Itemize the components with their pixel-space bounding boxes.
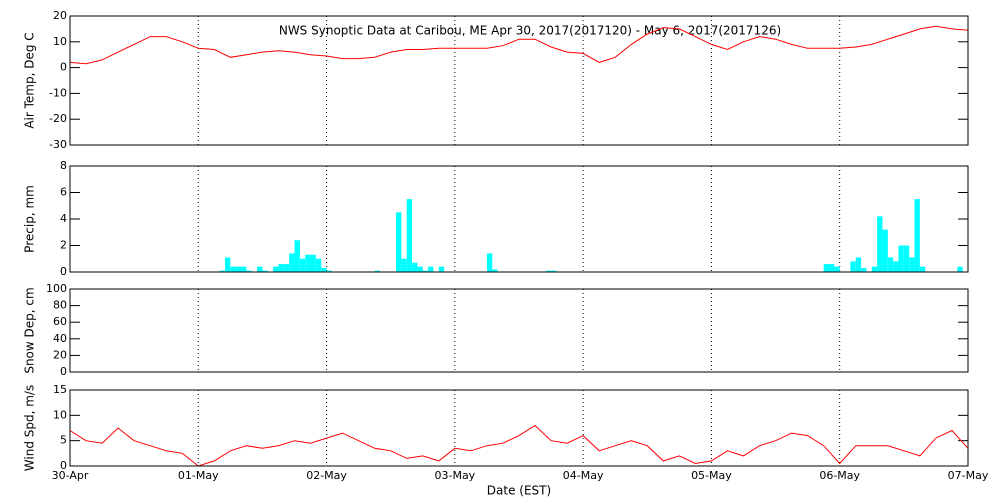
y-tick-label: 40 xyxy=(53,332,67,345)
bar xyxy=(850,261,856,272)
bar xyxy=(257,266,263,272)
y-tick-label: 0 xyxy=(60,365,67,378)
bar xyxy=(401,258,407,272)
bar xyxy=(219,270,226,272)
bar xyxy=(422,270,429,272)
bar xyxy=(326,270,332,272)
bar xyxy=(225,257,231,272)
y-tick-label: 20 xyxy=(53,348,67,361)
bar xyxy=(919,266,926,272)
y-tick-label: 2 xyxy=(60,239,67,252)
bar xyxy=(492,269,498,272)
bar xyxy=(278,264,284,272)
bar xyxy=(241,266,247,272)
x-tick-label: 06-May xyxy=(819,469,860,482)
plot-frame xyxy=(69,15,969,146)
plot-frame xyxy=(69,288,969,373)
y-tick-label: -20 xyxy=(49,112,67,125)
bar xyxy=(551,270,557,272)
y-tick-label: 8 xyxy=(60,159,67,172)
x-tick-label: 04-May xyxy=(563,469,604,482)
x-tick-label: 03-May xyxy=(434,469,475,482)
y-tick-label: -10 xyxy=(49,86,67,99)
y-tick-label: 100 xyxy=(46,282,67,295)
bar xyxy=(412,262,418,272)
y-axis-label: Snow Dep, cm xyxy=(23,287,37,373)
bar xyxy=(877,216,883,272)
y-tick-label: 0 xyxy=(60,61,67,74)
bar xyxy=(855,257,862,272)
bar xyxy=(299,258,306,272)
bar xyxy=(909,257,915,272)
y-tick-label: 5 xyxy=(60,434,67,447)
y-axis-label: Wind Spd, m/s xyxy=(23,385,37,471)
y-tick-label: 10 xyxy=(53,35,67,48)
bar xyxy=(486,253,493,272)
y-tick-label: 15 xyxy=(53,383,67,396)
data-line xyxy=(69,25,969,65)
y-tick-label: 60 xyxy=(53,315,67,328)
plot-frame xyxy=(69,165,969,273)
chart-title: NWS Synoptic Data at Caribou, ME Apr 30,… xyxy=(279,24,781,38)
y-tick-label: -30 xyxy=(49,138,67,151)
bar xyxy=(428,266,434,272)
bar xyxy=(914,199,920,272)
bar xyxy=(882,229,888,272)
bar xyxy=(898,245,904,272)
bar xyxy=(871,266,878,272)
y-tick-label: 80 xyxy=(53,299,67,312)
bar xyxy=(230,266,236,272)
x-tick-label: 01-May xyxy=(178,469,219,482)
x-tick-label: 05-May xyxy=(691,469,732,482)
bar xyxy=(262,270,268,272)
bar xyxy=(315,258,322,272)
x-tick-label: 02-May xyxy=(306,469,347,482)
bar xyxy=(396,212,402,272)
bar xyxy=(235,266,242,272)
bar xyxy=(283,264,290,272)
bar xyxy=(829,264,835,272)
bar xyxy=(545,270,552,272)
bar xyxy=(417,266,423,272)
bar xyxy=(861,268,867,272)
y-tick-label: 6 xyxy=(60,186,67,199)
bar xyxy=(823,264,830,272)
y-tick-label: 0 xyxy=(60,459,67,472)
y-tick-label: 4 xyxy=(60,212,67,225)
bar xyxy=(321,268,327,272)
bar xyxy=(438,266,445,272)
bar xyxy=(289,253,295,272)
bar xyxy=(246,270,252,272)
bar xyxy=(374,270,381,272)
x-tick-label: 30-Apr xyxy=(52,469,89,482)
y-tick-label: 10 xyxy=(53,408,67,421)
y-axis-label: Precip, mm xyxy=(23,185,37,253)
y-axis-label: Air Temp, Deg C xyxy=(23,32,37,128)
bar xyxy=(406,199,413,272)
plot-frame xyxy=(69,389,969,467)
x-tick-label: 07-May xyxy=(948,469,989,482)
bar xyxy=(273,266,279,272)
bar xyxy=(310,254,316,272)
bar xyxy=(305,254,311,272)
y-tick-label: 0 xyxy=(60,265,67,278)
x-axis-label: Date (EST) xyxy=(487,484,551,498)
bar xyxy=(893,261,899,272)
bar xyxy=(957,266,963,272)
data-line xyxy=(69,424,969,467)
bar xyxy=(834,266,840,272)
bar xyxy=(903,245,910,272)
y-tick-label: 20 xyxy=(53,9,67,22)
bar xyxy=(887,257,894,272)
bar xyxy=(294,240,300,272)
